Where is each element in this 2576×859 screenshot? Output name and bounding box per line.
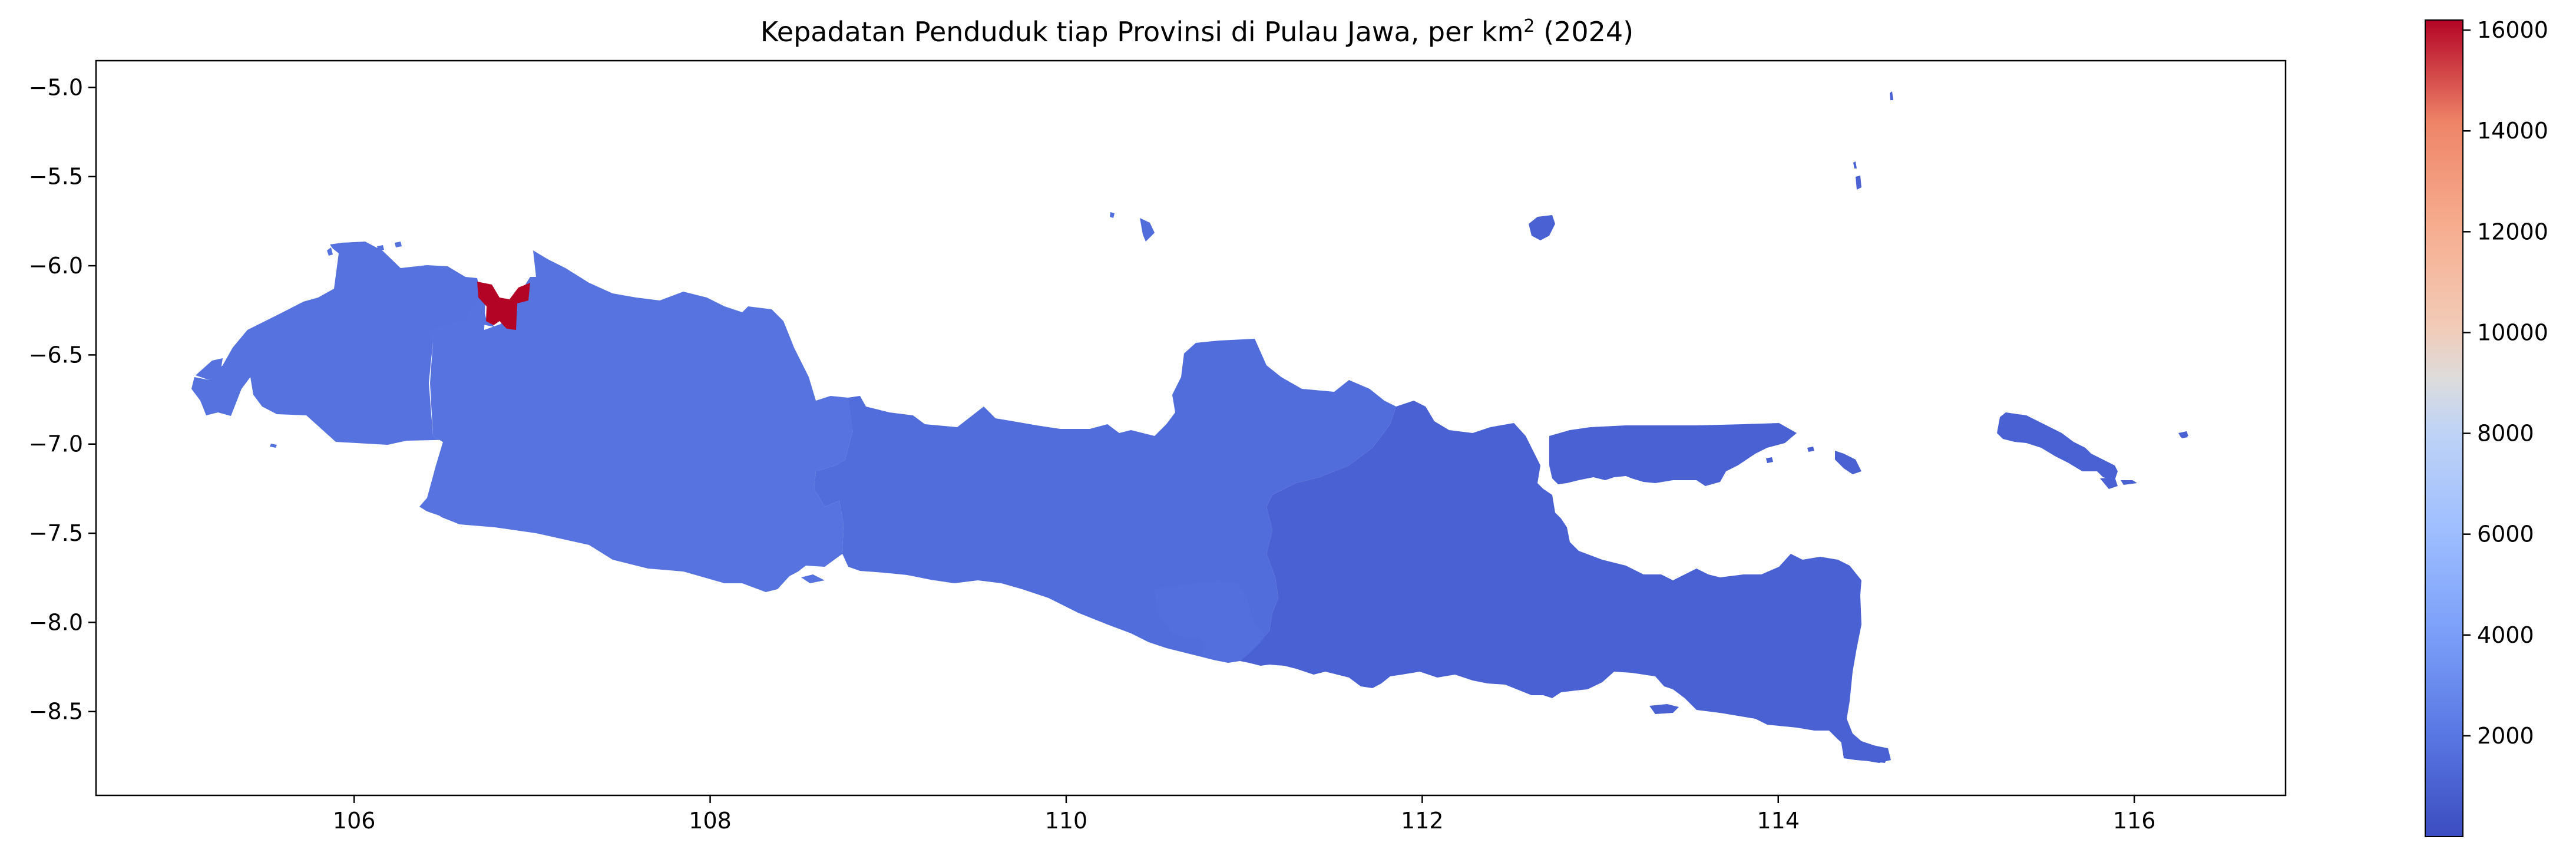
- colorbar: 2000 4000 6000 8000 10000 12000 14000 16000: [2425, 17, 2548, 837]
- region-di-yogyakarta: [1155, 580, 1266, 663]
- y-tick-label: −8.5: [29, 699, 83, 725]
- colorbar-tick-label: 8000: [2477, 421, 2534, 447]
- map-axes-frame: [95, 60, 2287, 797]
- region-jawa-timur: [1240, 91, 2188, 763]
- y-tick-label: −5.0: [29, 74, 83, 100]
- x-tick-label: 110: [1045, 808, 1088, 834]
- x-tick-label: 112: [1401, 808, 1444, 834]
- y-axis: −5.0 −5.5 −6.0 −6.5 −7.0 −7.5 −8.0 −8.5: [29, 74, 96, 725]
- region-banten: [191, 242, 497, 523]
- x-tick-label: 108: [689, 808, 732, 834]
- colorbar-gradient: [2425, 19, 2463, 837]
- colorbar-tick-label: 12000: [2477, 219, 2548, 245]
- colorbar-tick-label: 4000: [2477, 622, 2534, 648]
- x-tick-label: 116: [2113, 808, 2156, 834]
- region-jawa-barat: [425, 250, 860, 592]
- map-regions: [191, 91, 2188, 763]
- y-tick-label: −5.5: [29, 164, 83, 190]
- colorbar-tick-label: 6000: [2477, 521, 2534, 547]
- y-tick-label: −7.5: [29, 520, 83, 546]
- x-tick-label: 106: [333, 808, 376, 834]
- colorbar-tick-label: 10000: [2477, 319, 2548, 345]
- colorbar-tick-label: 16000: [2477, 17, 2548, 43]
- map-title: Kepadatan Penduduk tiap Provinsi di Pula…: [760, 16, 1633, 48]
- x-axis: 106 108 110 112 114 116: [333, 795, 2155, 834]
- y-tick-label: −6.0: [29, 253, 83, 279]
- y-tick-label: −6.5: [29, 342, 83, 368]
- region-dki-jakarta: [477, 282, 530, 330]
- colorbar-ticks: 2000 4000 6000 8000 10000 12000 14000 16000: [2463, 17, 2548, 749]
- x-tick-label: 114: [1757, 808, 1800, 834]
- y-tick-label: −8.0: [29, 609, 83, 635]
- colorbar-tick-label: 2000: [2477, 723, 2534, 749]
- y-tick-label: −7.0: [29, 431, 83, 457]
- colorbar-tick-label: 14000: [2477, 118, 2548, 144]
- region-jawa-tengah: [814, 212, 1396, 663]
